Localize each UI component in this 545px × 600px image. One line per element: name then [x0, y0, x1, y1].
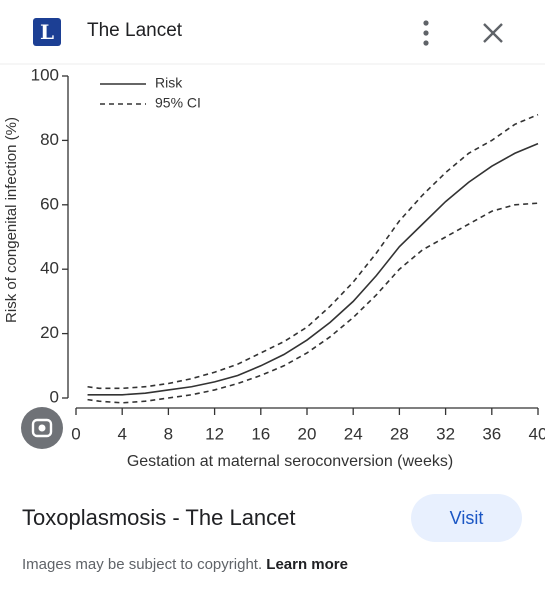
legend-label: 95% CI [155, 95, 201, 111]
line-lower [87, 202, 539, 404]
y-axis-title: Risk of congenital infection (%) [3, 117, 20, 323]
chart: Gestation at maternal seroconversion (we… [3, 65, 545, 470]
more-menu[interactable] [423, 20, 429, 46]
x-tick-label: 32 [436, 424, 455, 443]
y-tick-label: 100 [31, 65, 59, 84]
notice: Images may be subject to copyright. [22, 556, 263, 573]
x-axis-title: Gestation at maternal seroconversion (we… [127, 453, 453, 470]
y-tick-label: 40 [40, 259, 59, 278]
result-title[interactable]: Toxoplasmosis - The Lancet [22, 505, 296, 530]
x-tick-label: 24 [344, 424, 363, 443]
y-tick-label: 0 [50, 387, 59, 406]
x-tick-label: 20 [298, 424, 317, 443]
x-tick-label: 28 [390, 424, 409, 443]
x-tick-label: 0 [71, 424, 80, 443]
copyright-note: Images may be subject to copyright. Lear… [22, 556, 348, 573]
close-button[interactable] [483, 23, 503, 43]
x-tick-label: 12 [205, 424, 224, 443]
line-values [87, 142, 539, 396]
x-tick-label: 40 [529, 424, 545, 443]
line-values [87, 113, 539, 390]
source-logo: L [33, 18, 61, 46]
source-name[interactable]: The Lancet [87, 20, 183, 41]
x-tick-label: 36 [482, 424, 501, 443]
x-tick-label: 8 [164, 424, 173, 443]
learn-more[interactable]: Learn more [266, 556, 348, 573]
legend-label: Risk [155, 75, 183, 91]
visit-button[interactable]: Visit [411, 494, 522, 542]
y-tick-label: 20 [40, 323, 59, 342]
x-tick-label: 16 [251, 424, 270, 443]
y-tick-label: 80 [40, 130, 59, 149]
y-tick-label: 60 [40, 194, 59, 213]
x-tick-label: 4 [117, 424, 126, 443]
